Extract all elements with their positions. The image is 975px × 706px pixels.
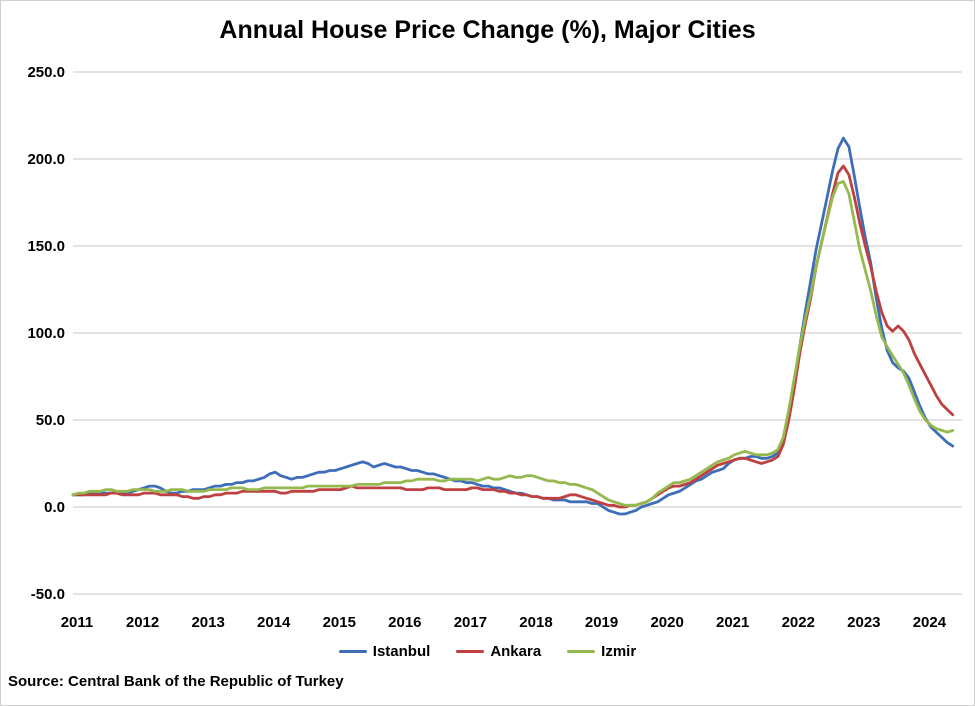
x-tick-label-2023: 2023 — [847, 614, 880, 631]
x-tick-label-2013: 2013 — [191, 614, 224, 631]
legend-swatch-ankara — [456, 650, 485, 653]
y-tick-label-150: 150.0 — [27, 238, 65, 255]
legend-label-istanbul: Istanbul — [372, 643, 431, 660]
legend-label-ankara: Ankara — [490, 643, 542, 660]
chart-title: Annual House Price Change (%), Major Cit… — [219, 16, 756, 44]
x-tick-label-2021: 2021 — [716, 614, 749, 631]
x-tick-label-2016: 2016 — [388, 614, 421, 631]
legend-swatch-istanbul — [338, 650, 367, 653]
series-line-istanbul — [71, 136, 955, 516]
legend-label-izmir: Izmir — [601, 643, 637, 660]
legend: Istanbul Ankara Izmir — [0, 643, 975, 660]
legend-swatch-izmir — [567, 650, 596, 653]
y-tick-label-100: 100.0 — [27, 325, 65, 342]
x-tick-label-2022: 2022 — [782, 614, 815, 631]
series-line-ankara — [71, 164, 955, 509]
x-tick-label-2019: 2019 — [585, 614, 618, 631]
y-tick-label-50: 50.0 — [36, 412, 65, 429]
y-tick-label-200: 200.0 — [27, 151, 65, 168]
x-tick-label-2017: 2017 — [454, 614, 487, 631]
x-tick-label-2018: 2018 — [519, 614, 552, 631]
y-tick-label-0: 0.0 — [44, 499, 65, 516]
x-tick-label-2011: 2011 — [61, 614, 94, 631]
series-line-izmir — [71, 180, 955, 507]
y-tick-label-250: 250.0 — [27, 64, 65, 81]
x-tick-label-2012: 2012 — [126, 614, 159, 631]
legend-item-ankara: Ankara — [456, 643, 541, 660]
y-tick-label--50: -50.0 — [31, 586, 65, 603]
legend-item-istanbul: Istanbul — [338, 643, 431, 660]
x-tick-label-2014: 2014 — [257, 614, 291, 631]
legend-item-izmir: Izmir — [567, 643, 636, 660]
x-tick-label-2015: 2015 — [323, 614, 356, 631]
x-tick-label-2024: 2024 — [913, 614, 947, 631]
source-note: Source: Central Bank of the Republic of … — [8, 673, 344, 690]
x-tick-label-2020: 2020 — [650, 614, 683, 631]
